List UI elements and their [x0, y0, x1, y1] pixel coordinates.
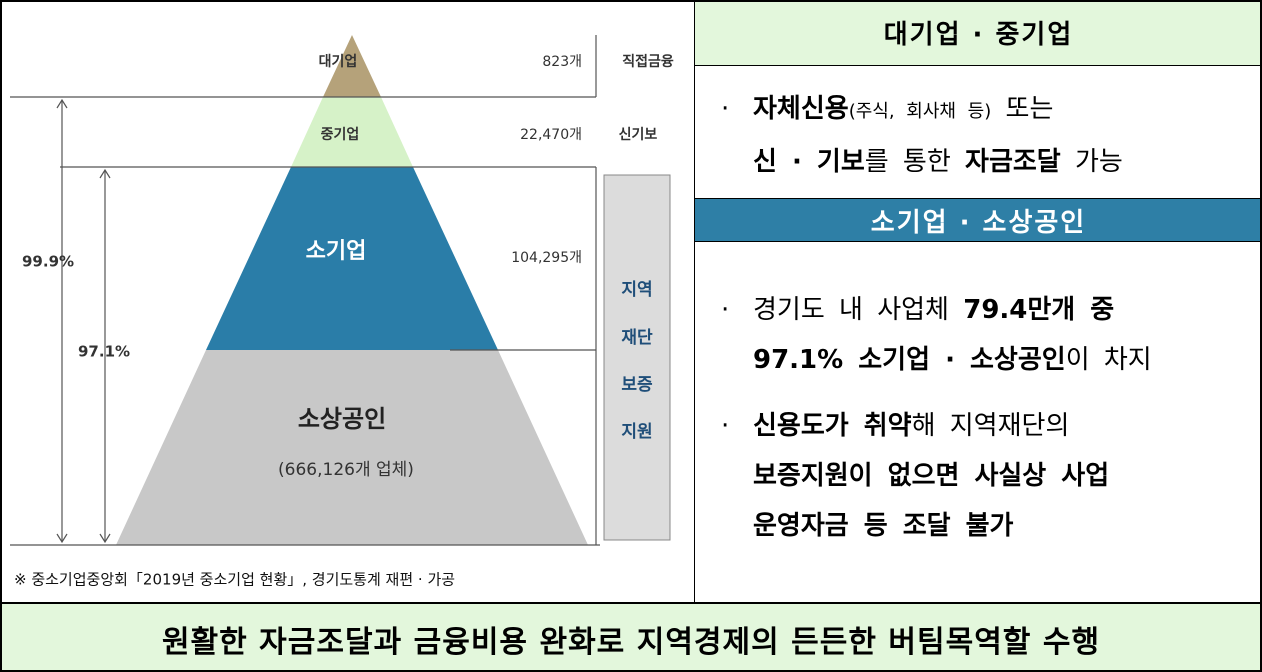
bullet: · 경기도 내 사업체 79.4만개 중 97.1% 소기업 · 소상공인이 차지: [705, 285, 1245, 385]
support-text: 지원: [621, 422, 652, 442]
text-segment: 운영자금 등 조달 불가: [753, 511, 1014, 541]
section-title: 대기업 · 중기업: [695, 0, 1262, 66]
support-text: 보증: [621, 375, 653, 395]
text-segment: 해 지역재단의: [911, 411, 1070, 441]
text-segment: 를 통한: [864, 147, 966, 177]
tier-channel: 직접금융: [622, 53, 674, 70]
tier-label: 소상공인: [298, 405, 386, 433]
tier-label: 대기업: [319, 54, 358, 70]
bullet-marker: ·: [721, 411, 730, 441]
pyramid-panel: 대기업 823개 직접금융 중기업 22,470개 신기보 소기업 104,29…: [10, 0, 695, 602]
support-box: [603, 174, 671, 541]
tier-count: 823개: [542, 54, 582, 70]
bullet-marker: ·: [721, 94, 730, 124]
text-segment: 가능: [1060, 147, 1123, 177]
tier-large: [323, 35, 381, 97]
bullet-line: · 자체신용(주식, 회사채 등) 또는: [705, 84, 1245, 137]
guide-lines: [10, 35, 600, 546]
text-segment: 경기도 내 사업체: [753, 295, 964, 325]
text-segment: 이 차지: [1065, 345, 1152, 375]
source-note: ※ 중소기업중앙회「2019년 중소기업 현황」, 경기도통계 재편 · 가공: [14, 571, 455, 589]
text-segment: 79.4만개 중: [963, 295, 1115, 325]
footer-banner: 원활한 자금조달과 금융비용 완화로 지역경제의 든든한 버팀목역할 수행: [0, 602, 1262, 672]
section-title: 소기업 · 소상공인: [695, 198, 1262, 242]
text-segment: 97.1% 소기업 · 소상공인: [753, 345, 1066, 375]
tier-small: [206, 167, 498, 350]
tier-count: 22,470개: [520, 127, 582, 143]
text-segment: 자금조달: [965, 147, 1061, 177]
bullet-line: · 경기도 내 사업체 79.4만개 중: [705, 285, 1245, 335]
share-label: 97.1%: [78, 343, 130, 361]
text-segment: 또는: [991, 94, 1054, 124]
bullet-line: 운영자금 등 조달 불가: [705, 501, 1245, 551]
bullet-marker: ·: [721, 295, 730, 325]
text-segment: 신 · 기보: [753, 147, 865, 177]
bullet-line: · 신용도가 취약해 지역재단의: [705, 401, 1245, 451]
tier-label: 중기업: [321, 127, 360, 143]
tier-micro: [116, 350, 588, 545]
text-segment: 보증지원이 없으면 사실상 사업: [753, 461, 1110, 491]
share-label: 99.9%: [22, 253, 74, 271]
text-segment: 자체신용: [753, 94, 849, 124]
tier-sublabel: (666,126개 업체): [278, 460, 414, 480]
support-text: 재단: [621, 328, 653, 348]
tier-channel: 신기보: [619, 127, 658, 143]
section-body: · 경기도 내 사업체 79.4만개 중 97.1% 소기업 · 소상공인이 차지 ·…: [705, 285, 1245, 551]
tier-medium: [291, 97, 413, 167]
bullet-line: 97.1% 소기업 · 소상공인이 차지: [705, 335, 1245, 385]
support-text: 지역: [621, 280, 652, 300]
bullet-line: 신 · 기보를 통한 자금조달 가능: [705, 137, 1245, 187]
text-segment: (주식, 회사채 등): [848, 101, 992, 122]
tier-label: 소기업: [306, 239, 367, 264]
tier-count: 104,295개: [511, 250, 582, 266]
text-segment: 신용도가 취약: [753, 411, 912, 441]
bullet-line: 보증지원이 없으면 사실상 사업: [705, 451, 1245, 501]
